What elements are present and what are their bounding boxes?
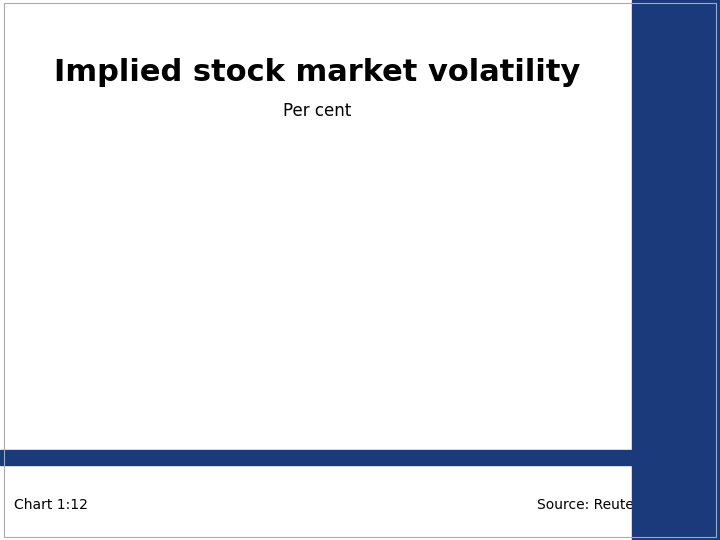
Text: Implied stock market volatility: Implied stock market volatility xyxy=(53,58,580,87)
Bar xyxy=(0,450,632,465)
Text: Source: Reuters EcoWin: Source: Reuters EcoWin xyxy=(537,498,702,512)
Bar xyxy=(632,0,720,540)
Text: Per cent: Per cent xyxy=(283,102,351,120)
Text: Chart 1:12: Chart 1:12 xyxy=(14,498,89,512)
